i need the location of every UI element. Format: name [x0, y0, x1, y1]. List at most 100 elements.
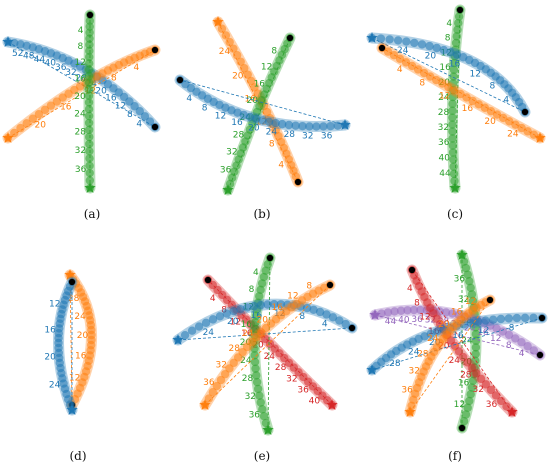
trajectory-point: [481, 316, 490, 325]
tick-label: 4: [134, 63, 140, 73]
trajectory-point: [259, 272, 269, 282]
trajectory-point: [208, 388, 218, 397]
start-star-icon: [326, 399, 338, 410]
tick-label: 20: [227, 317, 239, 327]
trajectory-point: [250, 351, 259, 360]
trajectory-point: [236, 304, 245, 314]
trajectory-point: [229, 44, 238, 53]
trajectory-point: [251, 311, 261, 320]
tick-label: 28: [233, 130, 245, 140]
trajectory-point: [449, 169, 459, 178]
trajectory-point: [448, 127, 457, 136]
goal-dot-icon: [348, 324, 356, 332]
trajectory-point: [256, 398, 265, 407]
start-star-icon: [2, 36, 14, 47]
tick-label: 16: [451, 308, 463, 318]
trajectory-point: [309, 305, 318, 315]
tick-label: 4: [253, 268, 259, 278]
tick-label: 24: [74, 109, 86, 119]
trajectory-point: [84, 91, 94, 100]
trajectory-point: [84, 65, 94, 74]
tick-label: 16: [241, 329, 253, 339]
tick-label: 40: [44, 59, 56, 69]
trajectory-point: [449, 65, 459, 75]
trajectory-point: [84, 71, 94, 81]
goal-line-blue: [371, 37, 526, 113]
trajectory-point: [376, 34, 386, 43]
tick-label: 36: [321, 131, 333, 141]
trajectory-point: [432, 327, 442, 336]
trajectory-point: [472, 369, 481, 378]
trajectory-point: [450, 86, 459, 95]
tick-label: 24: [397, 46, 409, 56]
trajectory-point: [432, 43, 441, 53]
tick-label: 4: [519, 349, 525, 359]
tick-label: 16: [458, 379, 470, 389]
tick-label: 28: [74, 127, 86, 137]
trajectory-point: [208, 315, 218, 324]
tick-label: 48: [23, 52, 35, 62]
tick-label: 16: [74, 75, 86, 85]
tick-label: 32: [458, 295, 469, 305]
trajectory-point: [278, 119, 287, 129]
tick-label: 36: [55, 63, 67, 73]
trajectory-point: [444, 82, 453, 92]
tick-label: 16: [231, 118, 243, 128]
tick-label: 32: [245, 392, 256, 402]
tick-label: 36: [75, 165, 87, 175]
start-star-icon: [222, 184, 234, 195]
tick-label: 28: [275, 363, 287, 373]
trajectory-point: [251, 364, 260, 373]
trajectory-point: [481, 380, 491, 389]
trajectory-point: [467, 383, 477, 392]
trajectory-point: [85, 168, 94, 178]
goal-dot-icon: [86, 11, 94, 19]
tick-label: 16: [439, 63, 451, 73]
trajectory-point: [85, 154, 94, 163]
tick-label: 20: [256, 315, 268, 325]
start-star-icon: [84, 182, 96, 193]
trajectory-point: [261, 266, 270, 275]
trajectory-point: [468, 376, 478, 386]
trajectory-point: [243, 303, 252, 312]
goal-dot-icon: [151, 123, 159, 131]
tick-label: 24: [461, 337, 473, 347]
trajectory-point: [523, 127, 532, 136]
tick-label: 8: [414, 298, 420, 308]
tick-label: 40: [438, 154, 450, 164]
tick-label: 16: [251, 311, 263, 321]
trajectory-point: [496, 396, 506, 406]
goal-line-orange: [7, 49, 156, 139]
tick-label: 28: [228, 344, 240, 354]
trajectory-point: [204, 394, 214, 403]
goal-dot-icon: [266, 254, 274, 262]
tick-label: 12: [287, 292, 298, 302]
tick-label: 32: [75, 146, 86, 156]
tick-label: 4: [322, 320, 328, 330]
trajectory-point: [84, 125, 94, 135]
tick-label: 36: [203, 378, 215, 388]
tick-label: 16: [477, 328, 489, 338]
caption-a: (a): [84, 207, 101, 221]
tick-label: 8: [269, 139, 275, 149]
goal-dot-icon: [456, 6, 464, 14]
tick-label: 32: [286, 374, 297, 384]
trajectory-point: [201, 318, 211, 327]
tick-label: 24: [507, 130, 519, 140]
trajectory-point: [486, 106, 496, 116]
tick-label: 44: [34, 55, 46, 65]
trajectory-point: [84, 118, 94, 128]
tick-label: 20: [438, 320, 450, 330]
tick-label: 20: [34, 121, 46, 131]
trajectory-point: [240, 64, 249, 73]
trajectory-green: 4 8 12 16 20 24 28 32 36: [74, 9, 96, 194]
panel-a: 5248444036322824201612842016128448121620…: [2, 9, 161, 194]
tick-label: 32: [226, 148, 237, 158]
tick-label: 12: [439, 91, 450, 101]
trajectory-point: [451, 38, 461, 48]
panel-b: 2420161284812162024283236481216202428323…: [174, 16, 351, 196]
tick-label: 40: [309, 397, 321, 407]
start-star-icon: [212, 16, 224, 27]
goal-line-red: [411, 269, 513, 413]
